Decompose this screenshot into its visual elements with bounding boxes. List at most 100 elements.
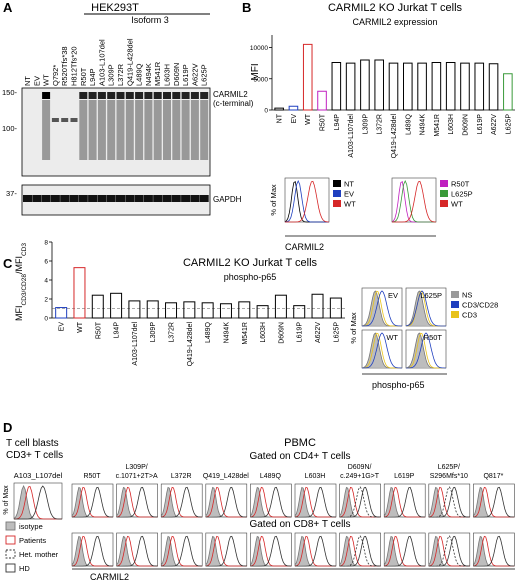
legend-label: EV — [344, 190, 354, 199]
blot-band — [153, 195, 163, 202]
histogram-curve — [405, 332, 446, 369]
lane-label: R50T — [79, 67, 88, 86]
blot-smear — [172, 100, 181, 160]
blot-smear — [97, 100, 106, 160]
legend-label: NS — [462, 291, 472, 300]
legend-label: isotype — [19, 522, 43, 531]
legend-label: Patients — [19, 536, 46, 545]
histogram-curve — [473, 486, 515, 518]
bar — [165, 302, 178, 319]
histogram-curve — [428, 486, 470, 518]
legend-label: HD — [19, 564, 30, 573]
blot-band — [70, 118, 78, 122]
y-axis-label-part: CD3/CD28 — [21, 274, 28, 306]
y-axis-label: MFICD3/CD28/MFICD3 — [14, 243, 28, 321]
histogram-curve — [116, 486, 158, 518]
blot-band — [61, 118, 69, 122]
section-title: Gated on CD4+ T cells — [249, 451, 350, 462]
histogram-curve — [250, 486, 292, 518]
histogram-curve — [161, 535, 203, 567]
histogram-curve — [294, 535, 336, 567]
histogram-curve — [161, 486, 203, 518]
bar — [431, 62, 442, 111]
chart-subtitle: CARMIL2 expression — [352, 17, 437, 27]
legend-swatch — [333, 180, 341, 187]
lane-label: D609N — [172, 63, 181, 86]
histogram-curve — [473, 486, 515, 518]
bar — [274, 294, 287, 319]
histogram-curve — [473, 535, 515, 567]
sample-label: Q817* — [483, 473, 503, 480]
bar — [288, 105, 299, 111]
histogram-curve — [428, 486, 470, 518]
blot-band — [60, 195, 70, 202]
blot-band — [88, 195, 98, 202]
legend-swatch — [5, 521, 16, 531]
blot-band — [32, 195, 42, 202]
sample-label: S296Mfs*10 — [430, 473, 468, 480]
histogram-curve — [14, 485, 62, 520]
blot-band — [116, 92, 125, 99]
x-tick-label: N494K — [420, 114, 427, 136]
blot-band — [97, 92, 106, 99]
histogram-curve — [72, 486, 113, 518]
sample-label: R50T — [83, 473, 101, 480]
histogram-curve — [383, 486, 426, 518]
histogram-curve — [405, 290, 446, 327]
histogram-curve — [392, 180, 437, 223]
blot-band — [171, 195, 181, 202]
blot-label: CARMIL2 — [213, 90, 248, 99]
x-tick-label: N494K — [223, 322, 230, 344]
histogram-curve — [116, 535, 158, 567]
bar — [183, 301, 196, 319]
blot-band — [42, 92, 51, 99]
histogram-curve — [205, 486, 247, 518]
histogram-curve — [406, 332, 446, 369]
bar — [146, 300, 159, 319]
histogram-curve — [339, 535, 381, 567]
x-tick-label: L619P — [477, 114, 484, 135]
bar — [317, 90, 327, 111]
bar — [329, 297, 342, 319]
histogram-curve — [339, 535, 381, 567]
legend-swatch — [5, 549, 16, 559]
x-tick-label: WT — [305, 113, 312, 125]
histogram-curve — [161, 486, 203, 518]
lane-label: L603H — [163, 64, 172, 86]
histogram-curve — [205, 486, 247, 518]
histogram-curve — [339, 486, 381, 518]
histogram-curve — [294, 535, 336, 567]
bar — [274, 107, 284, 111]
lane-label: Q419-L428del — [125, 38, 134, 86]
histogram-curve — [205, 486, 247, 518]
legend-swatch — [451, 311, 459, 318]
histogram-curve — [428, 535, 470, 567]
histogram-curve — [361, 332, 402, 369]
sample-label: L309P/ — [126, 464, 148, 471]
legend-swatch — [451, 291, 459, 298]
bar — [503, 73, 513, 111]
bar — [331, 62, 342, 111]
blot-band — [181, 195, 191, 202]
legend-swatch — [440, 190, 448, 197]
histogram-curve — [285, 180, 330, 223]
histogram-curve — [71, 486, 113, 518]
lane-label: WT — [42, 74, 51, 86]
blot-label: (c-terminal) — [213, 99, 254, 108]
histogram-curve — [71, 535, 113, 567]
legend-swatch — [451, 301, 459, 308]
cell-line: HEK293T — [91, 2, 139, 14]
section-title: T cell blasts — [6, 438, 59, 449]
blot-smear — [116, 100, 125, 160]
blot-smear — [190, 100, 199, 160]
blot-smear — [125, 100, 134, 160]
legend-label: R50T — [451, 180, 470, 189]
blot-band — [125, 195, 135, 202]
blot-smear — [79, 100, 88, 160]
sample-label: L372R — [171, 473, 192, 480]
blot-smear — [153, 100, 162, 160]
histogram-frame — [361, 329, 403, 369]
histogram-frame — [405, 329, 447, 369]
marker-label: 100- — [2, 124, 18, 133]
histogram-frame — [361, 287, 403, 327]
